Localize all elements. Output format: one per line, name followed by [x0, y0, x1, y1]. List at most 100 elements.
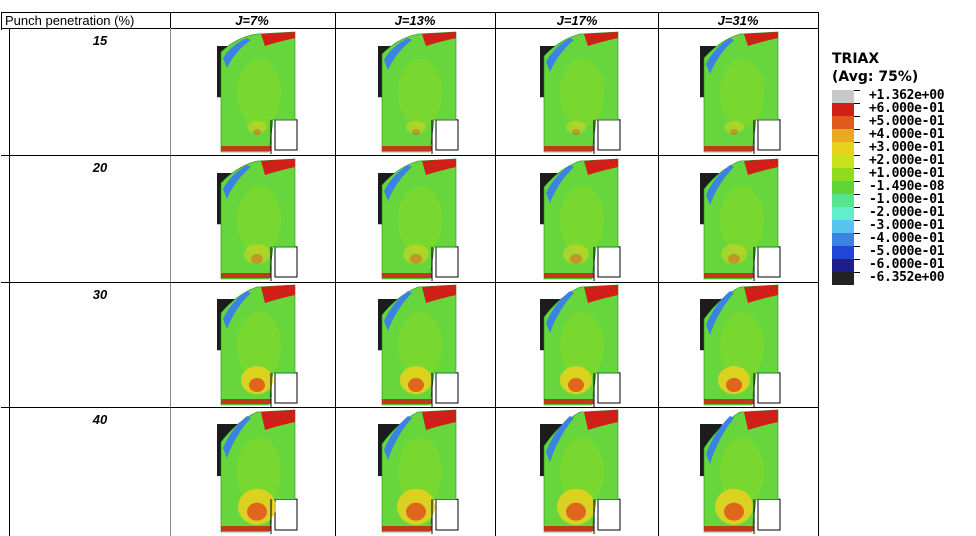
die-block	[597, 119, 621, 151]
tension-band	[584, 32, 618, 46]
legend-value: -1.000e-01	[869, 192, 945, 207]
die-block	[757, 119, 781, 151]
tension-band	[261, 159, 295, 175]
tension-band	[422, 285, 456, 303]
tension-band	[261, 32, 295, 46]
contour-panel	[700, 284, 781, 407]
tension-band	[744, 285, 778, 303]
row-label-40: 40	[92, 412, 108, 427]
tension-band	[744, 410, 778, 430]
legend-entry: -3.000e-01	[832, 218, 976, 233]
peak-zone	[566, 502, 586, 521]
die-block	[597, 372, 621, 404]
legend-swatch	[832, 207, 854, 220]
inner-field	[237, 311, 281, 381]
inner-field	[398, 185, 442, 255]
compression-band	[706, 165, 734, 205]
inner-field	[398, 58, 442, 128]
legend-tick	[854, 103, 860, 104]
legend-entry: +1.000e-01	[832, 166, 976, 181]
legend-entry: -1.490e-08	[832, 179, 976, 194]
legend-scale: +1.362e+00 +6.000e-01 +5.000e-01 +4.000e-01…	[832, 88, 976, 290]
compression-band	[546, 38, 574, 72]
specimen-field	[220, 31, 296, 153]
die-block	[757, 246, 781, 278]
contour-panel	[540, 158, 621, 281]
table-grid	[1, 12, 819, 536]
legend-entry: +4.000e-01	[832, 127, 976, 142]
legend-entry: +6.000e-01	[832, 101, 976, 116]
die-block	[274, 498, 298, 531]
die-block	[435, 246, 459, 278]
legend-tick	[854, 194, 860, 195]
legend-tick	[854, 246, 860, 247]
column-header-j7: J=7%	[235, 13, 269, 28]
legend-tick	[854, 142, 860, 143]
tension-band	[261, 410, 295, 430]
contour-panel	[700, 31, 781, 154]
specimen-field	[381, 31, 457, 153]
die-block	[757, 372, 781, 404]
legend-value: -3.000e-01	[869, 218, 945, 233]
peak-zone	[253, 129, 261, 136]
legend-value: -2.000e-01	[869, 205, 945, 220]
die-block	[597, 498, 621, 531]
column-header-j13: J=13%	[395, 13, 436, 28]
die-block	[757, 498, 781, 531]
legend-swatch	[832, 259, 854, 272]
legend-value: +1.000e-01	[869, 166, 945, 181]
peak-zone	[251, 254, 263, 265]
legend-swatch	[832, 181, 854, 194]
tension-band	[584, 159, 618, 175]
hot-zone	[724, 121, 744, 134]
bottom-strip	[544, 399, 594, 404]
compression-band	[546, 416, 574, 462]
peak-zone	[247, 502, 267, 521]
contour-panel	[217, 31, 298, 154]
legend-entry: -6.352e+00	[832, 270, 976, 285]
legend-entry: +1.362e+00	[832, 88, 976, 103]
contour-panel	[217, 284, 298, 407]
legend-value: +5.000e-01	[869, 114, 945, 129]
legend-value: +1.362e+00	[869, 88, 945, 103]
compression-band	[223, 416, 251, 458]
row-label-30: 30	[93, 287, 108, 302]
compression-band	[706, 291, 734, 335]
row-label-15: 15	[93, 33, 108, 48]
legend-swatch	[832, 142, 854, 155]
legend-tick	[854, 129, 860, 130]
legend-swatch	[832, 129, 854, 142]
inner-field	[237, 437, 281, 507]
legend-value: -5.000e-01	[869, 244, 945, 259]
legend-subtitle: (Avg: 75%)	[832, 69, 919, 85]
legend-value: -6.352e+00	[869, 270, 945, 285]
bottom-strip	[704, 146, 754, 151]
compression-band	[546, 165, 574, 203]
legend-value: -1.490e-08	[869, 179, 945, 194]
legend-swatch	[832, 116, 854, 129]
bottom-strip	[382, 146, 432, 151]
legend-swatch	[832, 246, 854, 259]
legend-tick	[854, 272, 860, 273]
compression-band	[706, 38, 734, 74]
inner-field	[398, 311, 442, 381]
contour-panel	[540, 31, 621, 154]
bottom-strip	[382, 526, 432, 531]
compression-band	[223, 165, 251, 199]
legend-tick	[854, 233, 860, 234]
tension-band	[422, 159, 456, 175]
legend-swatch	[832, 168, 854, 181]
peak-zone	[570, 254, 582, 265]
legend-swatch	[832, 155, 854, 168]
contour-plots	[217, 31, 781, 534]
tension-band	[422, 410, 456, 430]
legend-entry: -6.000e-01	[832, 257, 976, 272]
legend-entry: +3.000e-01	[832, 140, 976, 155]
tension-band	[584, 410, 618, 430]
legend-value: +4.000e-01	[869, 127, 945, 142]
triax-legend: TRIAX (Avg: 75%) +1.362e+00 +6.000e-01 +5.…	[832, 50, 976, 290]
inner-field	[560, 58, 604, 128]
bottom-strip	[704, 273, 754, 278]
contour-panel	[217, 409, 298, 534]
